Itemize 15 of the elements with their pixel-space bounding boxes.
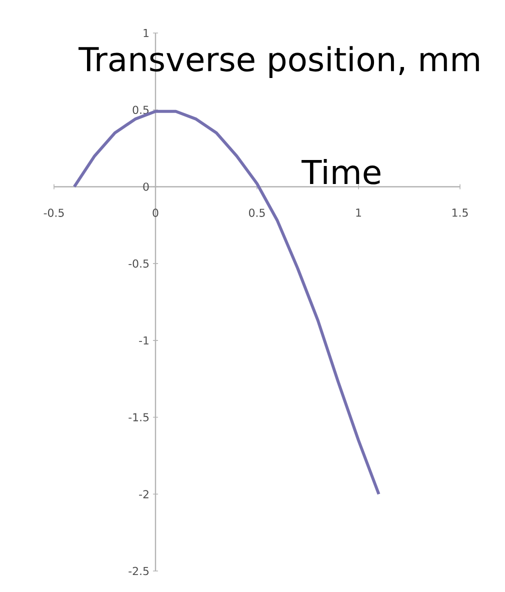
- y-tick-label: -1.5: [128, 413, 149, 422]
- y-tick-label: -1: [139, 336, 148, 344]
- y-tick-label: 0.5: [132, 106, 149, 114]
- x-tick-label: 1.5: [452, 208, 468, 217]
- x-tick-label: 0.5: [249, 208, 265, 217]
- x-tick-label: -0.5: [44, 208, 64, 217]
- y-tick-label: -0.5: [128, 259, 149, 268]
- x-tick-label: 1: [356, 208, 361, 217]
- y-axis-title: Transverse position, mm: [78, 46, 479, 78]
- x-tick-label: 0: [152, 208, 158, 217]
- y-tick-label: -2.5: [128, 566, 149, 576]
- y-tick-label: 1: [144, 29, 148, 37]
- x-axis-title: Time: [302, 158, 380, 184]
- y-tick-label: 0: [143, 182, 149, 191]
- y-tick-label: -2: [139, 490, 148, 498]
